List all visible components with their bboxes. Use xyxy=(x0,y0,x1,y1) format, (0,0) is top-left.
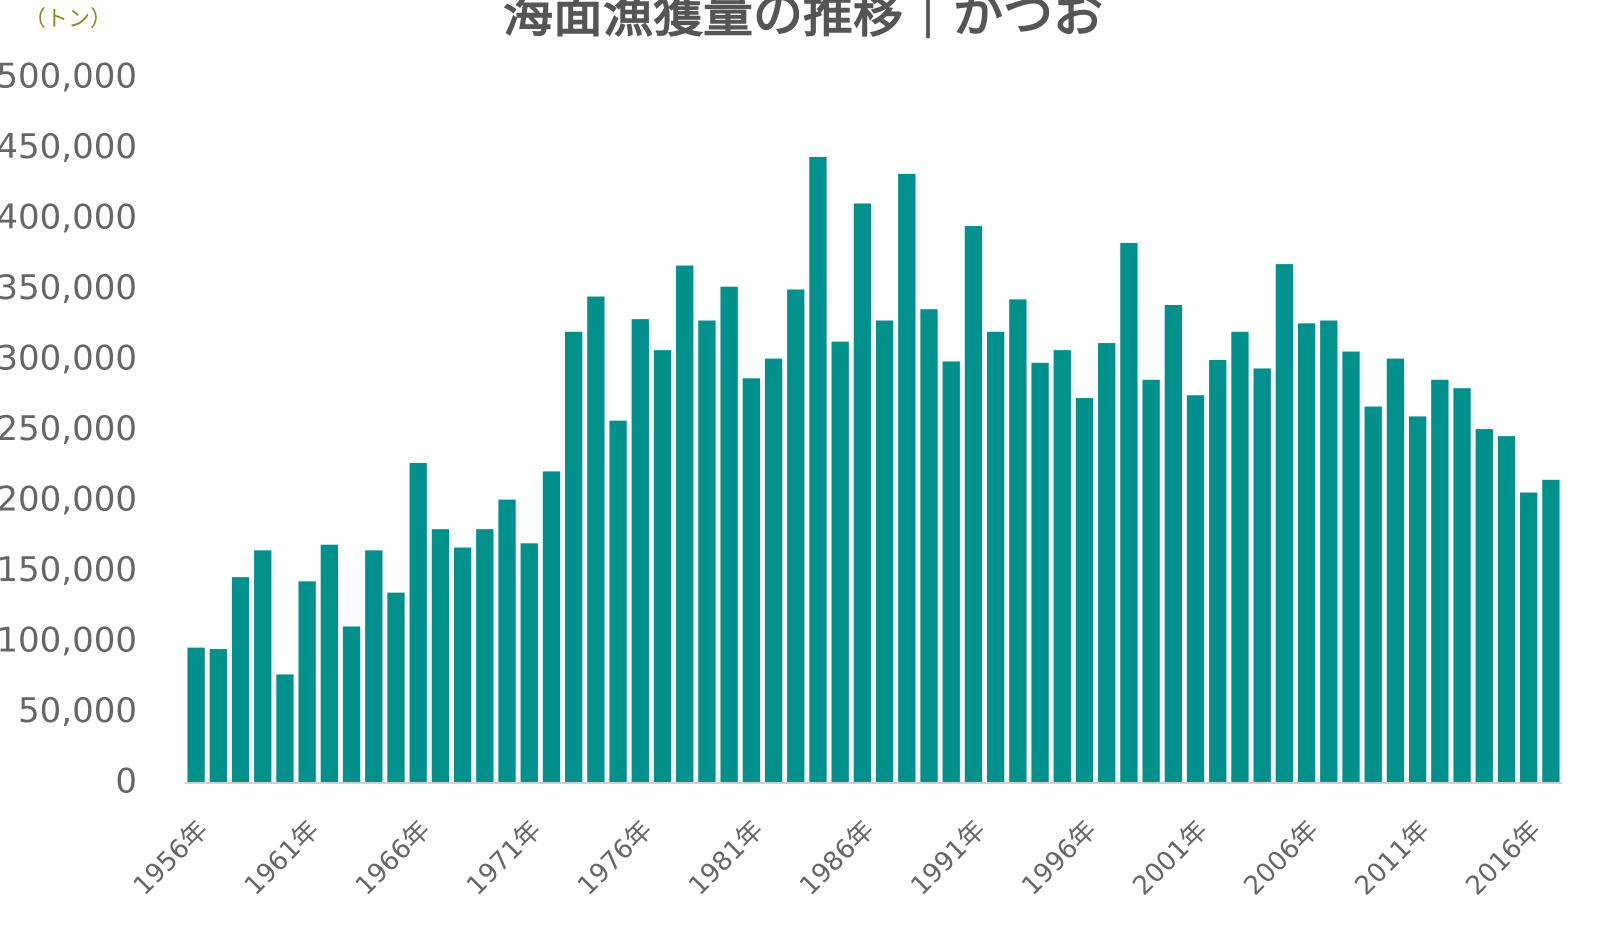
bar xyxy=(676,265,694,783)
bar xyxy=(587,296,605,783)
bar xyxy=(365,550,383,783)
bar xyxy=(542,471,561,783)
bar xyxy=(920,309,938,783)
bar xyxy=(520,543,538,783)
bar xyxy=(431,529,450,783)
x-tick-label: 2011年 xyxy=(1350,815,1436,901)
bar xyxy=(1453,388,1471,783)
bar xyxy=(1164,305,1182,783)
bar xyxy=(1320,320,1338,783)
bar xyxy=(787,289,805,783)
y-tick-label: 500,000 xyxy=(0,57,137,97)
chart-title: 海面漁獲量の推移｜かつお xyxy=(503,0,1103,44)
x-tick-label: 2016年 xyxy=(1461,815,1547,901)
bar xyxy=(453,547,472,783)
bar xyxy=(809,156,827,783)
bar xyxy=(1253,368,1271,783)
bar xyxy=(187,647,205,783)
bar xyxy=(1209,360,1227,783)
bar xyxy=(1520,492,1538,783)
bar xyxy=(1364,406,1382,783)
x-tick-label: 1976年 xyxy=(572,815,658,901)
bar xyxy=(653,350,672,783)
bar xyxy=(409,462,427,783)
x-tick-label: 1996年 xyxy=(1016,815,1102,901)
bar xyxy=(1386,358,1405,783)
bar xyxy=(298,581,316,783)
bar xyxy=(498,499,516,783)
bar xyxy=(853,203,872,784)
bar xyxy=(1031,362,1049,783)
bar xyxy=(342,626,361,783)
bar xyxy=(1475,429,1493,783)
x-tick-label: 1981年 xyxy=(683,815,769,901)
bar xyxy=(254,550,272,783)
bar xyxy=(831,341,849,783)
bar xyxy=(742,378,761,783)
x-tick-label: 2001年 xyxy=(1127,815,1213,901)
bar xyxy=(1053,350,1071,783)
y-unit-label: （トン） xyxy=(24,7,112,32)
bar xyxy=(231,577,250,783)
bar xyxy=(764,358,783,783)
bar xyxy=(1342,351,1360,783)
y-tick-label: 450,000 xyxy=(0,127,137,167)
bar xyxy=(698,320,716,783)
y-tick-label: 50,000 xyxy=(18,691,137,731)
bar xyxy=(942,361,960,783)
bar xyxy=(1542,479,1560,783)
bar xyxy=(1142,379,1160,783)
y-tick-label: 250,000 xyxy=(0,409,137,449)
y-tick-label: 200,000 xyxy=(0,480,137,520)
bar xyxy=(1497,436,1516,783)
bar xyxy=(1408,416,1427,783)
bar xyxy=(1075,398,1094,783)
bar xyxy=(986,331,1005,783)
bar xyxy=(631,319,649,783)
bar xyxy=(1120,242,1138,784)
bar xyxy=(1231,331,1249,783)
bar xyxy=(875,320,894,783)
bar xyxy=(1009,299,1027,783)
bar xyxy=(387,592,405,783)
bar xyxy=(276,674,294,783)
x-tick-label: 2006年 xyxy=(1238,815,1324,901)
bar xyxy=(1098,343,1116,783)
bar xyxy=(898,173,916,783)
bar xyxy=(1297,323,1316,783)
y-tick-label: 350,000 xyxy=(0,268,137,308)
bar xyxy=(1431,379,1449,783)
y-tick-label: 100,000 xyxy=(0,621,137,661)
bar xyxy=(476,529,494,783)
bar xyxy=(720,286,738,783)
x-tick-label: 1966年 xyxy=(350,815,436,901)
x-tick-label: 1986年 xyxy=(794,815,880,901)
y-tick-label: 150,000 xyxy=(0,550,137,590)
bar xyxy=(209,649,227,783)
bar xyxy=(964,226,983,784)
bar xyxy=(1186,395,1205,783)
x-tick-label: 1991年 xyxy=(905,815,991,901)
y-tick-label: 300,000 xyxy=(0,339,137,379)
bar xyxy=(320,544,339,783)
y-tick-label: 400,000 xyxy=(0,198,137,238)
bar xyxy=(1275,264,1294,783)
bar xyxy=(565,331,583,783)
bar xyxy=(609,420,627,783)
x-tick-label: 1971年 xyxy=(461,815,547,901)
x-tick-label: 1961年 xyxy=(239,815,325,901)
y-tick-label: 0 xyxy=(115,762,137,802)
x-tick-label: 1956年 xyxy=(128,815,214,901)
